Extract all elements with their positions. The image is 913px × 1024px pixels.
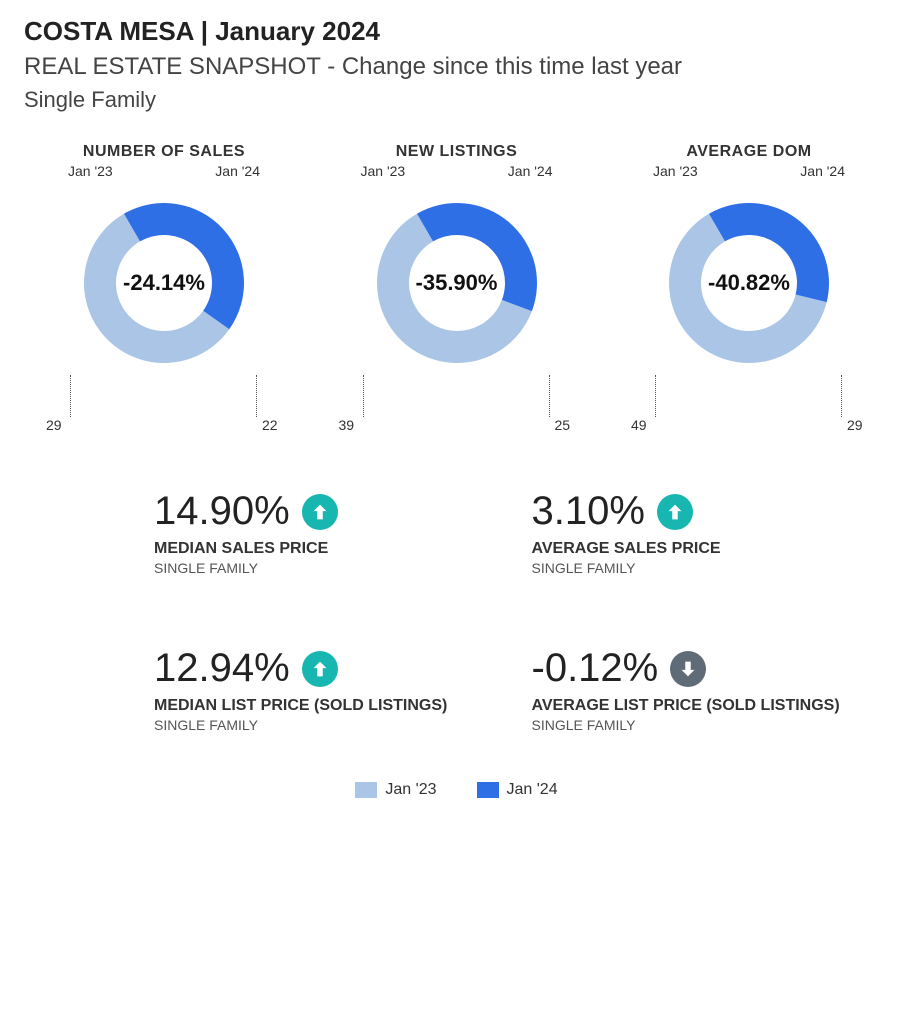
stat-label: AVERAGE LIST PRICE (SOLD LISTINGS)	[532, 697, 850, 715]
stat-value: 3.10%	[532, 489, 645, 534]
donut-pct-change: -40.82%	[708, 270, 790, 296]
donut-current-value: 22	[262, 417, 278, 433]
stat-block: 3.10% AVERAGE SALES PRICE SINGLE FAMILY	[532, 489, 850, 576]
stat-sublabel: SINGLE FAMILY	[154, 560, 472, 576]
donut-current-period: Jan '24	[215, 163, 260, 179]
stat-label: MEDIAN SALES PRICE	[154, 540, 472, 558]
page-subtitle: REAL ESTATE SNAPSHOT - Change since this…	[24, 53, 889, 81]
arrow-down-icon	[670, 651, 706, 687]
donut-prior-period: Jan '23	[361, 163, 406, 179]
donut-chart: -40.82%	[649, 183, 849, 383]
donut-chart: -24.14%	[64, 183, 264, 383]
stat-label: AVERAGE SALES PRICE	[532, 540, 850, 558]
legend-swatch	[477, 782, 499, 798]
donut-prior-value: 49	[631, 417, 647, 433]
arrow-up-icon	[302, 651, 338, 687]
stat-block: 14.90% MEDIAN SALES PRICE SINGLE FAMILY	[154, 489, 472, 576]
donut-row: NUMBER OF SALES Jan '23 Jan '24 -24.14% …	[24, 143, 889, 429]
donut-prior-value: 39	[339, 417, 355, 433]
stat-value: 12.94%	[154, 646, 290, 691]
donut-current-slice	[124, 203, 244, 329]
donut-card: NUMBER OF SALES Jan '23 Jan '24 -24.14% …	[24, 143, 304, 429]
arrow-up-icon	[302, 494, 338, 530]
leader-line	[841, 375, 842, 417]
stat-label: MEDIAN LIST PRICE (SOLD LISTINGS)	[154, 697, 472, 715]
donut-current-value: 25	[555, 417, 571, 433]
stat-sublabel: SINGLE FAMILY	[532, 560, 850, 576]
stat-value: -0.12%	[532, 646, 659, 691]
leader-line	[655, 375, 656, 417]
leader-line	[549, 375, 550, 417]
donut-current-period: Jan '24	[508, 163, 553, 179]
donut-pct-change: -35.90%	[416, 270, 498, 296]
legend-label: Jan '23	[385, 781, 436, 799]
stat-sublabel: SINGLE FAMILY	[532, 717, 850, 733]
donut-pct-change: -24.14%	[123, 270, 205, 296]
arrow-up-icon	[657, 494, 693, 530]
stats-grid: 14.90% MEDIAN SALES PRICE SINGLE FAMILY …	[24, 429, 889, 763]
donut-card: AVERAGE DOM Jan '23 Jan '24 -40.82% 49 2…	[609, 143, 889, 429]
legend-item: Jan '23	[355, 781, 436, 799]
stat-sublabel: SINGLE FAMILY	[154, 717, 472, 733]
page-category: Single Family	[24, 87, 889, 113]
donut-card: NEW LISTINGS Jan '23 Jan '24 -35.90% 39 …	[317, 143, 597, 429]
stat-value: 14.90%	[154, 489, 290, 534]
donut-prior-period: Jan '23	[653, 163, 698, 179]
leader-line	[70, 375, 71, 417]
donut-current-period: Jan '24	[800, 163, 845, 179]
legend-swatch	[355, 782, 377, 798]
leader-line	[363, 375, 364, 417]
donut-title: NUMBER OF SALES	[24, 143, 304, 161]
stat-block: -0.12% AVERAGE LIST PRICE (SOLD LISTINGS…	[532, 646, 850, 733]
legend-label: Jan '24	[507, 781, 558, 799]
donut-prior-value: 29	[46, 417, 62, 433]
donut-prior-period: Jan '23	[68, 163, 113, 179]
donut-title: AVERAGE DOM	[609, 143, 889, 161]
snapshot-page: COSTA MESA | January 2024 REAL ESTATE SN…	[0, 0, 913, 823]
donut-chart: -35.90%	[357, 183, 557, 383]
legend-item: Jan '24	[477, 781, 558, 799]
leader-line	[256, 375, 257, 417]
donut-title: NEW LISTINGS	[317, 143, 597, 161]
stat-block: 12.94% MEDIAN LIST PRICE (SOLD LISTINGS)…	[154, 646, 472, 733]
page-title: COSTA MESA | January 2024	[24, 16, 889, 47]
donut-current-value: 29	[847, 417, 863, 433]
legend: Jan '23 Jan '24	[24, 781, 889, 799]
